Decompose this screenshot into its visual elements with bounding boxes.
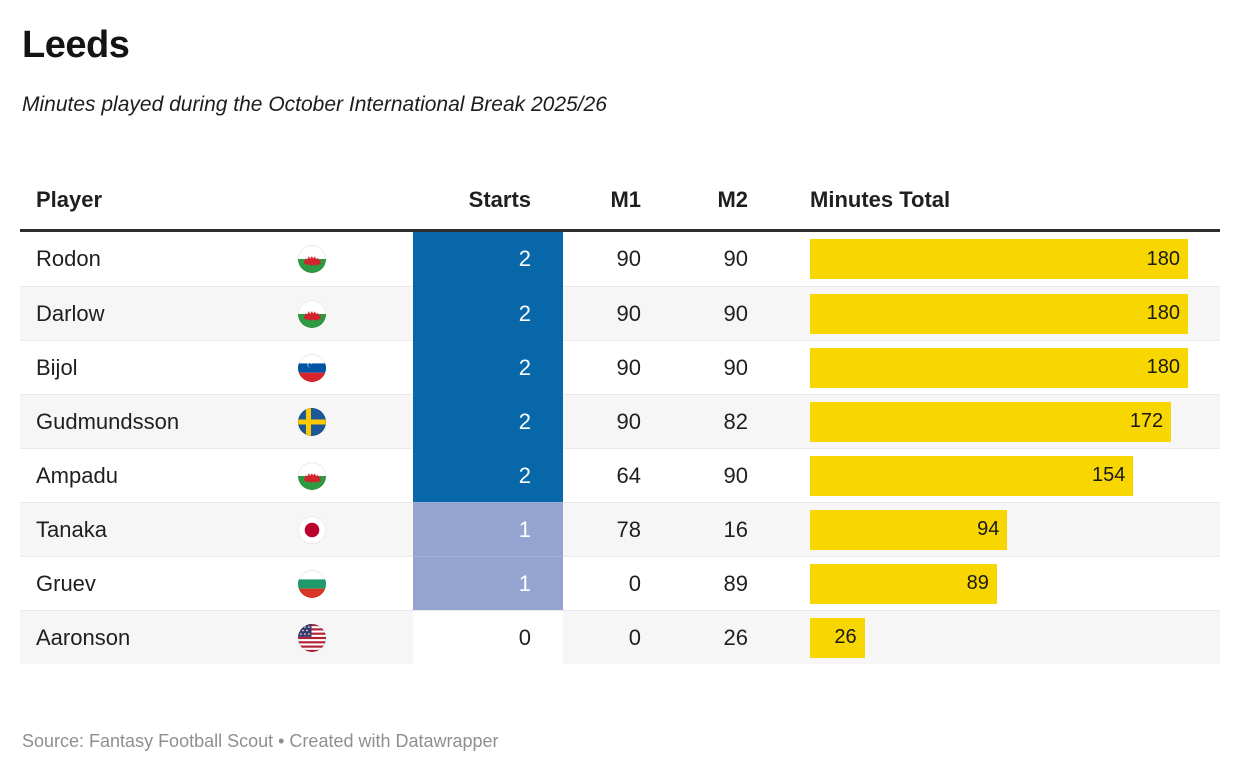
m2-cell: 90 [653, 286, 760, 340]
starts-cell: 2 [413, 232, 563, 286]
column-header-m1: M1 [610, 186, 641, 212]
column-header-player: Player [36, 186, 103, 212]
minutes-bar: 26 [810, 617, 865, 658]
japan-flag-icon [250, 502, 413, 556]
player-name: Ampadu [20, 448, 250, 502]
bar-track: 180 [810, 347, 1188, 388]
m1-cell: 0 [563, 610, 653, 664]
table-header-row: Player Starts M1 M2 Minutes Total [20, 170, 1220, 232]
m1-cell: 78 [563, 502, 653, 556]
wales-flag-icon [250, 448, 413, 502]
wales-flag-icon [250, 232, 413, 286]
m1-cell: 90 [616, 246, 641, 271]
m1-cell: 0 [563, 556, 653, 610]
bar-track: 89 [810, 563, 1188, 604]
bar-track: 26 [810, 617, 1188, 658]
minutes-bar: 180 [810, 347, 1188, 388]
column-header-starts: Starts [468, 186, 531, 212]
column-header-m2: M2 [717, 186, 748, 212]
bar-value-label: 180 [1146, 302, 1180, 324]
source-attribution: Source: Fantasy Football Scout • Created… [22, 731, 499, 751]
bar-track: 154 [810, 455, 1188, 496]
player-name: Gruev [20, 556, 250, 610]
minutes-bar: 94 [810, 509, 1008, 550]
player-name: Rodon [36, 246, 101, 271]
bar-value-label: 89 [966, 572, 989, 594]
starts-cell: 2 [413, 286, 563, 340]
starts-cell: 0 [413, 610, 563, 664]
minutes-total-cell: 89 [760, 556, 1220, 610]
minutes-total-cell: 180 [760, 340, 1220, 394]
m2-cell: 89 [653, 556, 760, 610]
starts-cell: 2 [413, 340, 563, 394]
player-name: Aaronson [20, 610, 250, 664]
bulgaria-flag-icon [250, 556, 413, 610]
minutes-total-cell: 172 [760, 394, 1220, 448]
minutes-bar: 172 [810, 401, 1172, 442]
table-row: Ampadu 2 64 90 154 [20, 448, 1220, 502]
minutes-total-cell: 26 [760, 610, 1220, 664]
bar-value-label: 26 [834, 626, 857, 648]
table-body: Rodon 2 90 90 180 Darlow 2 90 90 180 Bijol 2 90 90 180… [20, 232, 1220, 664]
bar-value-label: 172 [1129, 410, 1164, 432]
player-name: Tanaka [20, 502, 250, 556]
bar-value-label: 180 [1146, 247, 1180, 270]
table-row: Darlow 2 90 90 180 [20, 286, 1220, 340]
m2-cell: 90 [723, 246, 748, 271]
slovenia-flag-icon [250, 340, 413, 394]
minutes-bar: 154 [810, 455, 1134, 496]
starts-cell: 2 [413, 394, 563, 448]
minutes-table: Player Starts M1 M2 Minutes Total Rodon 2… [20, 170, 1220, 664]
m1-cell: 90 [563, 394, 653, 448]
bar-value-label: 154 [1092, 464, 1126, 486]
sweden-flag-icon [250, 394, 413, 448]
minutes-bar: 89 [810, 563, 997, 604]
bar-track: 180 [810, 239, 1188, 279]
bar-value-label: 94 [977, 518, 1000, 540]
usa-flag-icon [250, 610, 413, 664]
m1-cell: 64 [563, 448, 653, 502]
starts-cell: 1 [413, 502, 563, 556]
minutes-total-cell: 180 [760, 286, 1220, 340]
starts-cell: 1 [413, 556, 563, 610]
bar-value-label: 180 [1146, 356, 1180, 378]
minutes-bar: 180 [810, 239, 1188, 279]
m1-cell: 90 [563, 286, 653, 340]
table-row: Gudmundsson 2 90 82 172 [20, 394, 1220, 448]
m2-cell: 90 [653, 340, 760, 394]
minutes-total-cell: 154 [760, 448, 1220, 502]
table-row: Tanaka 1 78 16 94 [20, 502, 1220, 556]
m2-cell: 90 [653, 448, 760, 502]
starts-cell: 2 [413, 448, 563, 502]
m1-cell: 90 [563, 340, 653, 394]
table-row: Bijol 2 90 90 180 [20, 340, 1220, 394]
minutes-bar: 180 [810, 293, 1188, 334]
bar-track: 172 [810, 401, 1188, 442]
minutes-total-cell: 180 [760, 232, 1220, 286]
player-name: Bijol [20, 340, 250, 394]
column-header-minutes-total: Minutes Total [810, 186, 951, 212]
table-row: Aaronson 0 0 26 26 [20, 610, 1220, 664]
player-name: Darlow [20, 286, 250, 340]
m2-cell: 26 [653, 610, 760, 664]
bar-track: 180 [810, 293, 1188, 334]
table-row: Rodon 2 90 90 180 [20, 232, 1220, 286]
m2-cell: 82 [653, 394, 760, 448]
bar-track: 94 [810, 509, 1188, 550]
player-name: Gudmundsson [20, 394, 250, 448]
minutes-total-cell: 94 [760, 502, 1220, 556]
page-subtitle: Minutes played during the October Intern… [22, 93, 607, 116]
page-title: Leeds [22, 24, 130, 66]
table-row: Gruev 1 0 89 89 [20, 556, 1220, 610]
datawrapper-chart: Leeds Minutes played during the October … [0, 24, 1240, 776]
wales-flag-icon [250, 286, 413, 340]
m2-cell: 16 [653, 502, 760, 556]
